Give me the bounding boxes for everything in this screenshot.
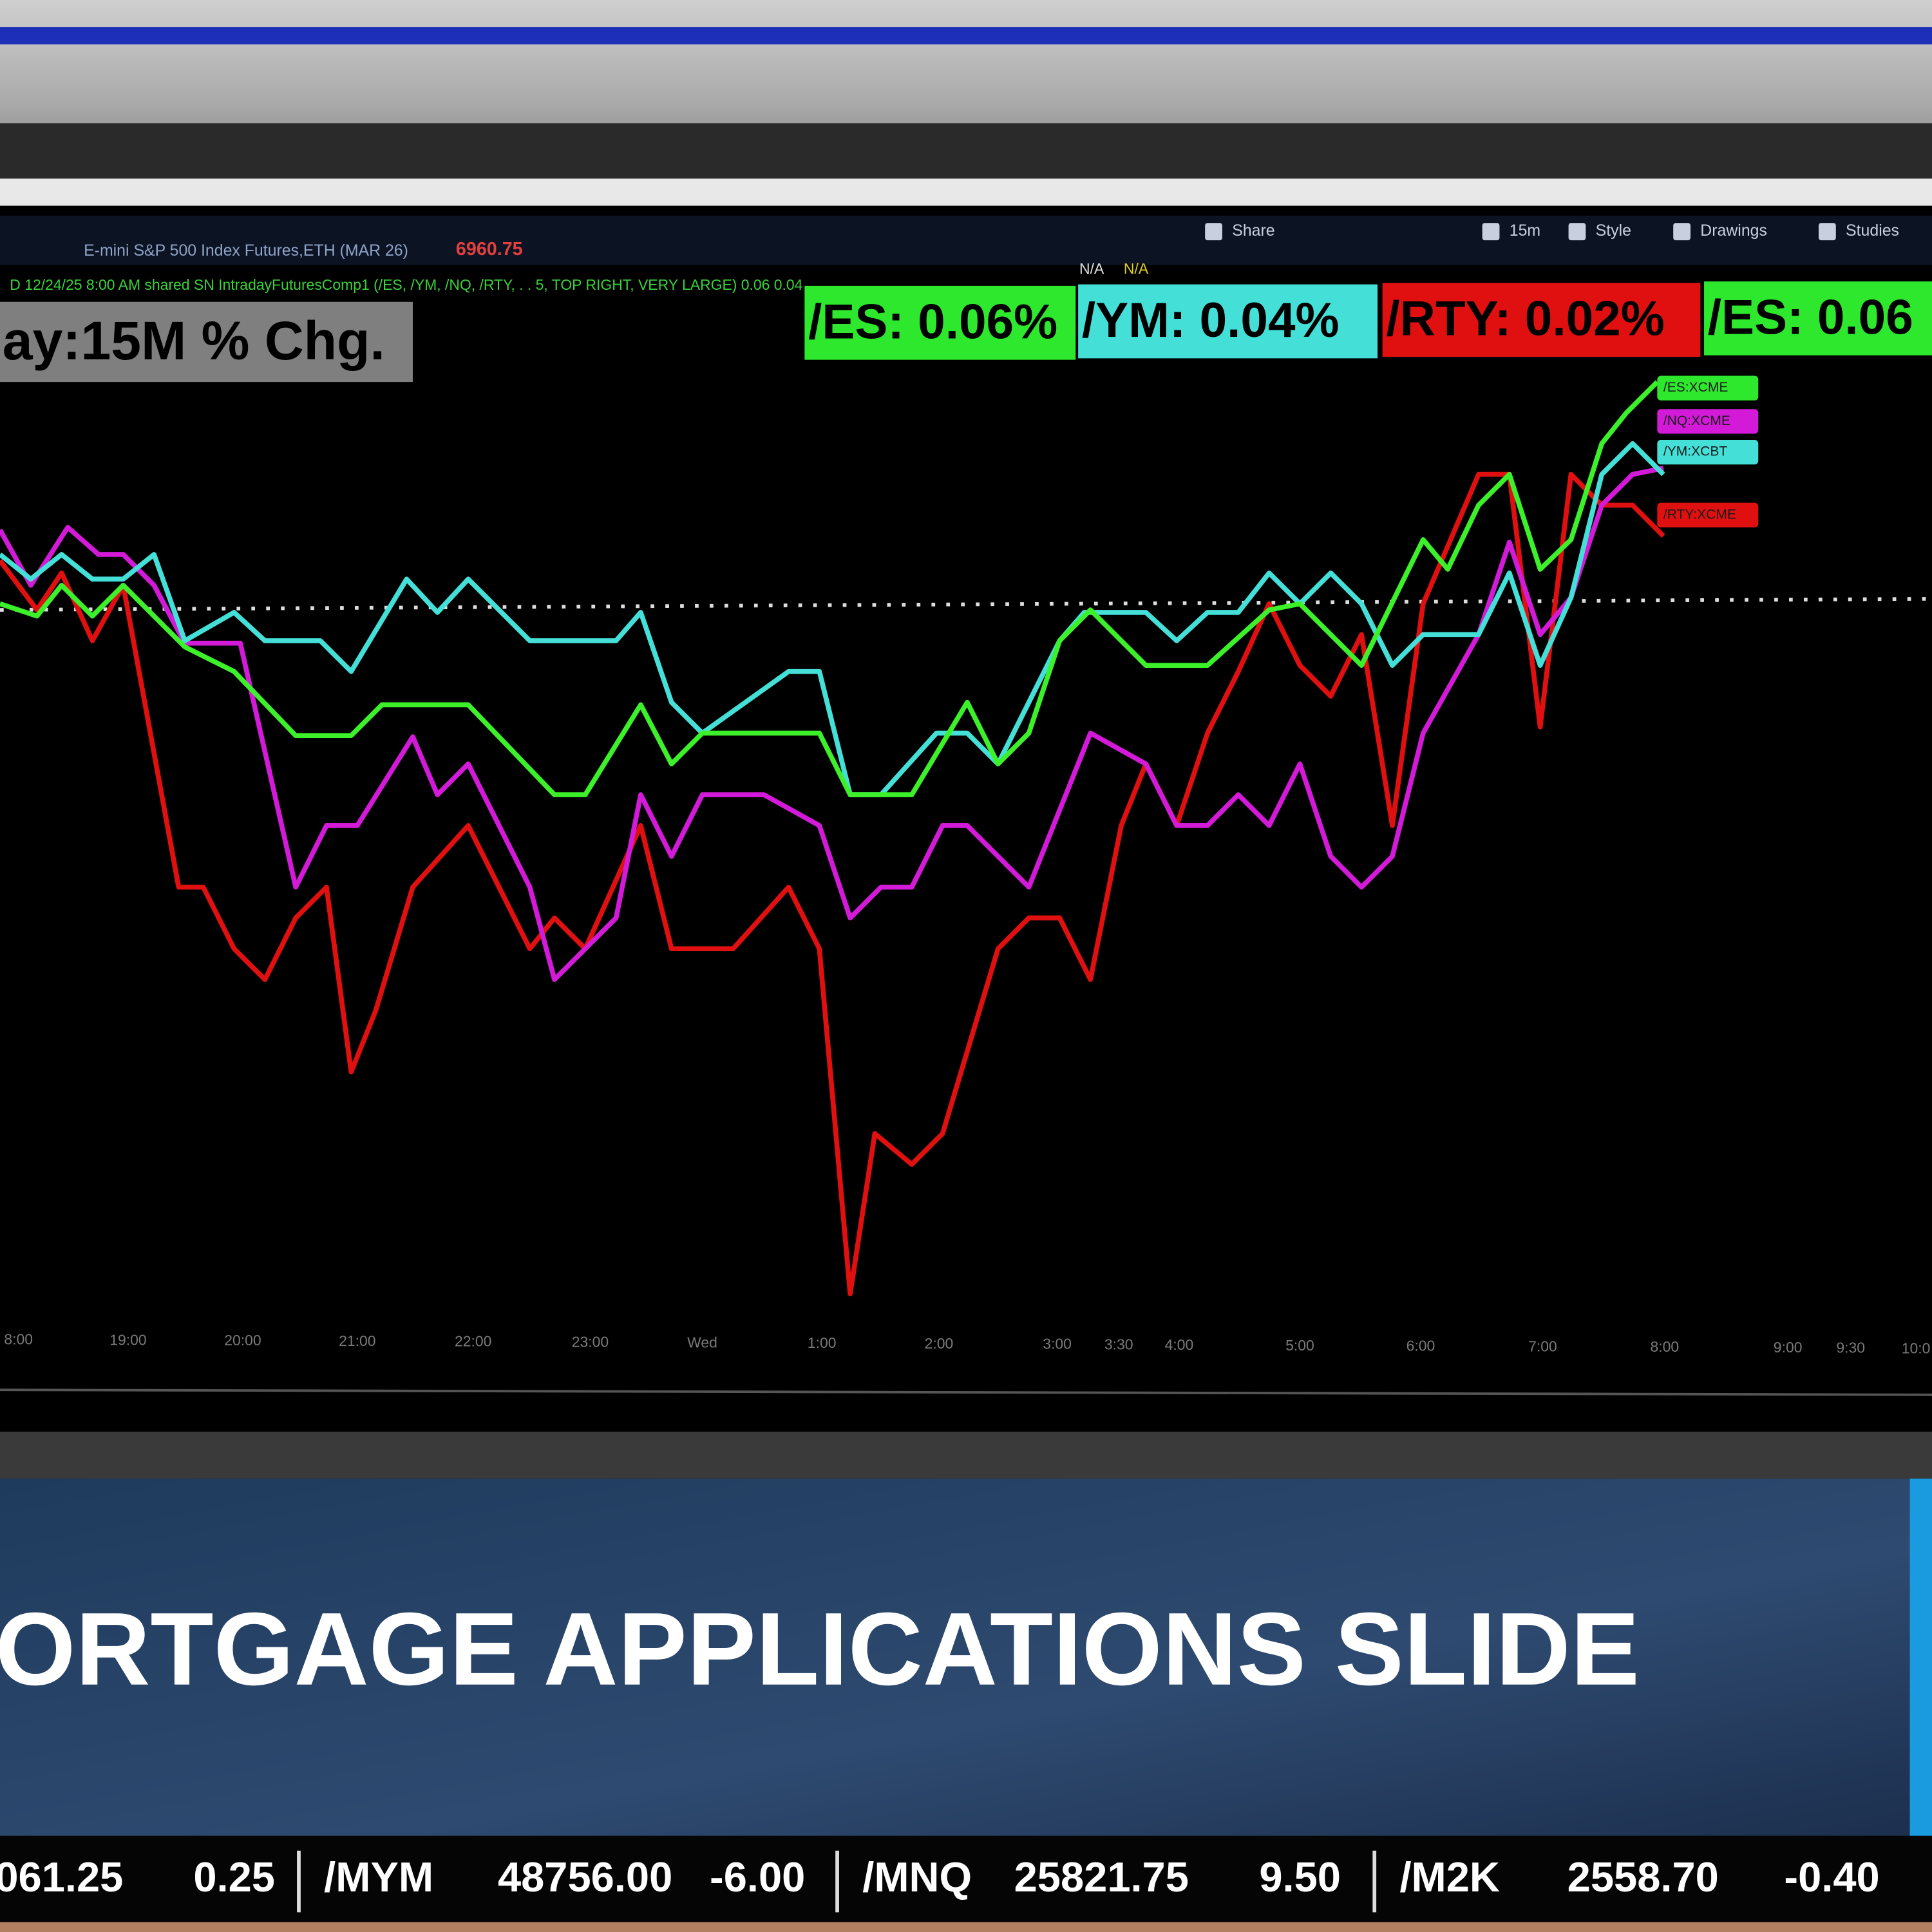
toolbar-buttons: Share 15m Style Drawings Studies: [1205, 222, 1899, 241]
line-label: /RTY:XCME: [1663, 507, 1736, 522]
time-label: 3:30: [1104, 1336, 1133, 1352]
ticker-price: 2558.70: [1567, 1853, 1719, 1900]
time-label: 6:00: [1406, 1338, 1435, 1354]
time-label: 19:00: [109, 1331, 146, 1348]
ticker-symbol: /MYM: [324, 1853, 433, 1900]
time-label: 5:00: [1285, 1337, 1314, 1354]
time-label: 4:00: [1165, 1336, 1194, 1353]
monitor-bottom: [0, 1432, 1932, 1479]
chart-title: ay:15M % Chg.: [3, 310, 385, 371]
ticker-change: 0.25: [193, 1853, 275, 1900]
line-label-box: [1657, 409, 1759, 434]
time-axis: 8:00 19:00 20:00 21:00 22:00 23:00 Wed 1:00 2:00…: [4, 1331, 1930, 1357]
time-label: 2:00: [925, 1335, 954, 1352]
lower-third-accent: [1909, 1478, 1932, 1836]
toolbar-button: Style: [1596, 222, 1631, 240]
desk-edge: [0, 1922, 1932, 1932]
toolbar-icon: [1482, 223, 1500, 241]
study-line: D 12/24/25 8:00 AM shared SN IntradayFut…: [10, 276, 802, 293]
axis-rule: [0, 1388, 1932, 1396]
badge-box: [1382, 283, 1701, 357]
window-title-bar: [0, 178, 1932, 206]
ticker-symbol: /MNQ: [862, 1853, 972, 1900]
time-label: 8:00: [4, 1331, 33, 1348]
badge: /ES: 0.06%: [808, 294, 1057, 349]
time-label: 9:00: [1774, 1339, 1803, 1356]
time-label: Wed: [687, 1334, 717, 1350]
ticker-price: 25821.75: [1014, 1853, 1189, 1900]
badge: /RTY: 0.02%: [1386, 292, 1664, 346]
headline: ORTGAGE APPLICATIONS SLIDE: [0, 1592, 1640, 1707]
ticker-separator: [835, 1850, 839, 1913]
toolbar-icon: [1673, 223, 1690, 241]
time-label: 1:00: [808, 1334, 837, 1351]
time-label: 20:00: [224, 1332, 261, 1349]
ticker-price: 48756.00: [498, 1853, 672, 1900]
ticker-change: -6.00: [710, 1853, 805, 1900]
time-label: 3:00: [1043, 1336, 1072, 1352]
badge-box: [1078, 284, 1378, 359]
es-line: [0, 380, 1660, 797]
toolbar-button: Share: [1232, 222, 1274, 240]
ticker-symbol: /M2K: [1399, 1853, 1499, 1900]
ticker-change: 9.50: [1259, 1853, 1341, 1900]
chart-area: [0, 205, 1932, 1438]
title-box: [0, 301, 413, 383]
price: 6960.75: [456, 239, 523, 260]
ticker-change: -0.40: [1784, 1853, 1879, 1900]
ticker-price: 061.25: [0, 1853, 123, 1900]
nq-line: [0, 466, 1664, 982]
toolbar: [0, 215, 1932, 265]
line-label: /NQ:XCME: [1663, 413, 1730, 428]
toolbar-icon: [1818, 223, 1836, 241]
line-labels: /ES:XCME/NQ:XCME/YM:XCBT/RTY:XCME: [1657, 375, 1759, 527]
line-label-box: [1657, 440, 1759, 465]
flag: N/A: [1124, 260, 1149, 277]
line-label-box: [1657, 502, 1759, 527]
toolbar-icon: [1205, 223, 1222, 241]
time-label: 23:00: [572, 1334, 609, 1350]
line-label: /YM:XCBT: [1663, 444, 1727, 459]
time-label: 22:00: [455, 1333, 491, 1350]
blue-stripe: [0, 27, 1932, 44]
time-label: 21:00: [339, 1332, 375, 1349]
time-label: 9:30: [1836, 1340, 1865, 1356]
toolbar-button: 15m: [1510, 222, 1540, 240]
time-label: 8:00: [1650, 1338, 1679, 1355]
badge-box: [1704, 281, 1932, 355]
badge: /YM: 0.04%: [1082, 293, 1340, 348]
ticker-separator: [1372, 1850, 1377, 1913]
time-label: 10:0: [1902, 1340, 1931, 1356]
time-label: 7:00: [1528, 1338, 1557, 1354]
ticker: 061.25 0.25/MYM 48756.00 -6.00/MNQ 25821.75 9…: [0, 1850, 1880, 1913]
toolbar-icon: [1568, 223, 1586, 241]
ticker-bar: [0, 1835, 1932, 1922]
toolbar-button: Studies: [1846, 222, 1899, 240]
ticker-separator: [297, 1850, 301, 1913]
line-label: /ES:XCME: [1663, 380, 1728, 395]
badge: /ES: 0.06: [1708, 290, 1913, 345]
badges: /ES: 0.06% /YM: 0.04% /RTY: 0.02% /ES: 0.06: [804, 281, 1932, 360]
badge-box: [804, 285, 1076, 360]
symbol: E-mini S&P 500 Index Futures,ETH (MAR 26…: [84, 242, 408, 260]
lower-third: [0, 1478, 1910, 1836]
toolbar-button: Drawings: [1700, 222, 1767, 240]
frame-shadow: [0, 123, 1932, 179]
flag: N/A: [1079, 260, 1104, 277]
rty-line: [0, 471, 1665, 1296]
line-label-box: [1657, 375, 1759, 401]
